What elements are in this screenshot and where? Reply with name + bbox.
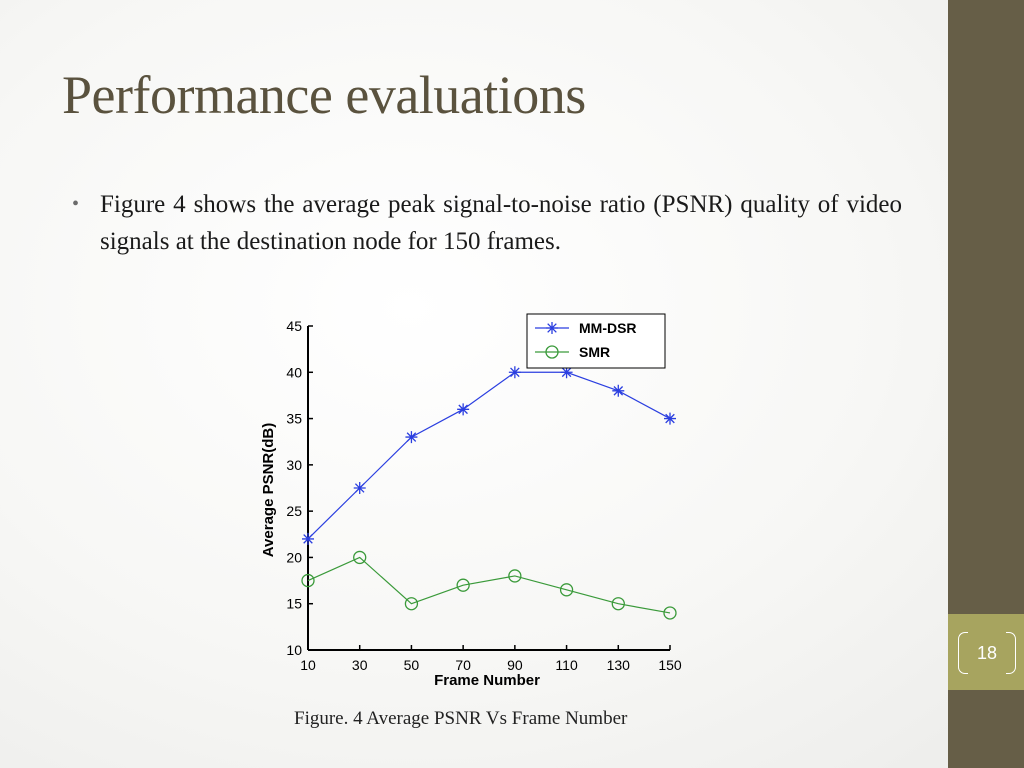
- x-axis-label: Frame Number: [434, 672, 540, 689]
- series-smr: [301, 550, 677, 620]
- data-point: [457, 403, 470, 416]
- data-point: [664, 412, 676, 425]
- y-tick-label: 30: [286, 457, 302, 473]
- page-number-box: [948, 614, 1024, 690]
- data-point: [559, 583, 574, 597]
- page-number: 18: [958, 632, 1016, 674]
- chart-series: [301, 366, 677, 620]
- y-tick-label: 15: [286, 596, 302, 612]
- data-point: [353, 482, 366, 494]
- x-tick-label: 90: [507, 657, 523, 673]
- data-point: [560, 366, 573, 379]
- data-point: [456, 578, 470, 592]
- legend-marker: [546, 322, 558, 334]
- slide-title: Performance evaluations: [62, 65, 586, 125]
- series-line: [307, 556, 671, 614]
- series-mm-dsr: [302, 366, 676, 545]
- x-tick-label: 150: [658, 657, 682, 673]
- series-line: [307, 371, 671, 540]
- x-tick-label: 70: [455, 657, 471, 673]
- data-point: [353, 550, 367, 565]
- data-point: [405, 431, 418, 444]
- x-tick-label: 30: [352, 657, 368, 673]
- x-tick-label: 10: [300, 657, 316, 673]
- chart-legend: MM-DSR SMR: [526, 313, 666, 369]
- y-tick-label: 25: [286, 503, 302, 519]
- bullet-list: Figure 4 shows the average peak signal-t…: [72, 186, 902, 260]
- data-point: [612, 384, 625, 397]
- figure-caption: Figure. 4 Average PSNR Vs Frame Number: [294, 708, 628, 729]
- data-point: [302, 532, 314, 545]
- data-point: [508, 569, 522, 583]
- y-tick-label: 35: [286, 411, 302, 427]
- y-tick-label: 45: [286, 318, 302, 334]
- x-tick-label: 110: [555, 657, 578, 673]
- y-tick-label: 10: [286, 642, 302, 658]
- data-point: [611, 597, 625, 611]
- legend-label: SMR: [579, 344, 610, 360]
- psnr-chart: 10 15 20 25 30 35 40 45 10 30 50 70 90 110 130 150 Frame…: [260, 313, 682, 689]
- legend-box: [526, 313, 666, 369]
- x-tick-label: 50: [404, 657, 420, 673]
- legend-marker: [545, 345, 559, 359]
- y-tick-label: 20: [286, 549, 302, 565]
- y-tick-label: 40: [286, 364, 302, 380]
- legend-label: MM-DSR: [579, 320, 637, 336]
- data-point: [663, 606, 677, 620]
- data-point: [301, 573, 315, 588]
- chart-axes: 10 15 20 25 30 35 40 45 10 30 50 70 90 110 130 150 Frame…: [260, 318, 682, 689]
- data-point: [404, 597, 419, 611]
- bullet-item: Figure 4 shows the average peak signal-t…: [72, 186, 902, 260]
- y-axis-label: Average PSNR(dB): [260, 423, 277, 557]
- data-point: [508, 366, 521, 379]
- x-tick-label: 130: [607, 657, 631, 673]
